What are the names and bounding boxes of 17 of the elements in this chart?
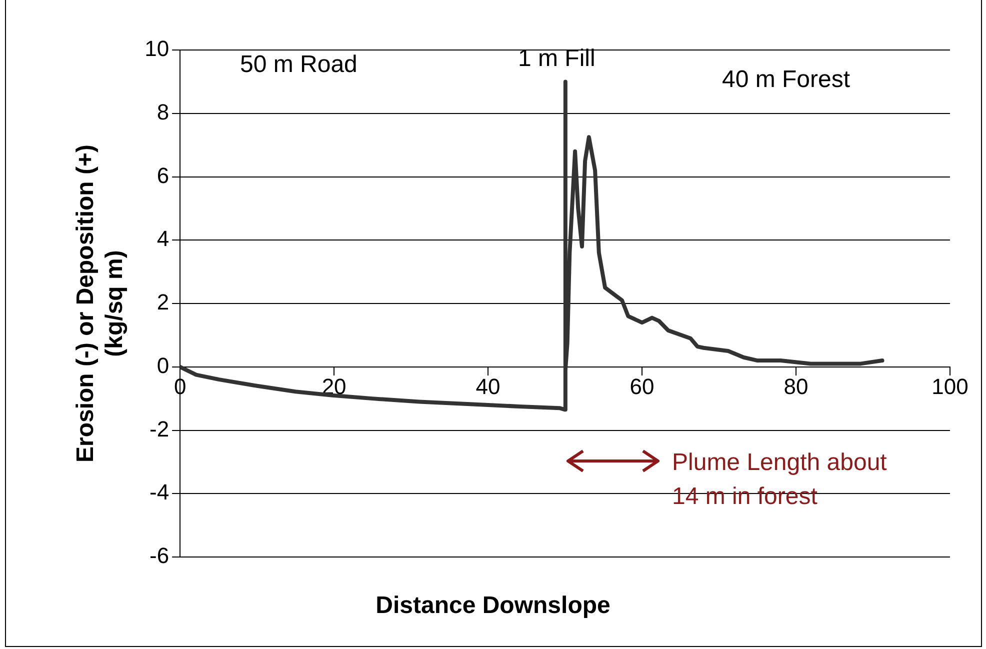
y-tick-label: -4 [150, 480, 170, 505]
x-tick-label: 60 [630, 374, 654, 400]
y-tick-label: 10 [144, 36, 170, 62]
y-tick-label: 0 [156, 352, 170, 378]
y-axis-title: Erosion (-) or Deposition (+) (kg/sq m) [72, 144, 128, 462]
y-tick-label: 6 [156, 162, 170, 188]
y-tick-label: 8 [156, 99, 170, 124]
annotation: 40 m Forest [722, 65, 850, 95]
x-tick-label: 100 [932, 374, 968, 400]
x-tick-label: 80 [784, 374, 808, 400]
y-tick-label: 4 [156, 226, 170, 252]
y-tick-label: -6 [150, 543, 170, 568]
annotation: 50 m Road [240, 50, 358, 80]
x-tick-label: 40 [476, 374, 500, 400]
y-tick-label: -2 [150, 416, 170, 442]
y-tick-label: 2 [156, 290, 170, 315]
x-axis-title: Distance Downslope [374, 592, 612, 620]
